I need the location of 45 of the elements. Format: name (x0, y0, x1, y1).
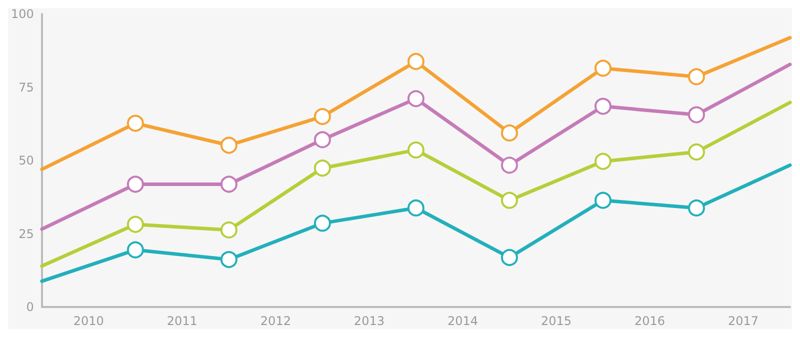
line-series (40, 100, 792, 268)
point (126, 176, 144, 193)
x-tick-label: 2010 (73, 314, 104, 328)
line-series (40, 62, 792, 231)
x-tick-label: 2013 (354, 314, 384, 328)
point (407, 141, 424, 158)
point (314, 160, 331, 177)
point (126, 241, 144, 258)
point (594, 60, 612, 77)
point (314, 108, 331, 126)
point (688, 68, 705, 86)
x-tick-label: 2015 (540, 314, 572, 328)
x-tick-label: 2017 (728, 314, 759, 328)
x-tick-label: 2011 (166, 314, 198, 328)
point (314, 214, 331, 232)
point (688, 106, 705, 124)
point (126, 216, 144, 233)
point (407, 199, 424, 216)
y-tick-label: 75 (18, 80, 34, 94)
x-tick-label: 2016 (634, 314, 666, 328)
point (314, 131, 331, 148)
point (220, 251, 238, 268)
y-tick-label: 50 (18, 154, 34, 168)
x-tick-label: 2014 (447, 314, 478, 328)
x-tick-label: 2012 (260, 314, 291, 328)
point (688, 199, 705, 216)
point (594, 98, 612, 115)
line-series (40, 163, 792, 283)
point (220, 221, 238, 238)
point (594, 192, 612, 209)
y-tick-label: 0 (26, 300, 34, 314)
point (407, 52, 424, 70)
point (500, 124, 518, 142)
y-tick-label: 25 (18, 226, 34, 241)
point (407, 90, 424, 108)
y-tick-label: 100 (11, 7, 34, 21)
line-series (40, 36, 792, 172)
point (220, 136, 238, 154)
point (500, 248, 518, 266)
point (220, 176, 238, 193)
point (500, 192, 518, 209)
point (594, 152, 612, 170)
point (688, 144, 705, 160)
point (126, 114, 144, 132)
point (500, 156, 518, 174)
